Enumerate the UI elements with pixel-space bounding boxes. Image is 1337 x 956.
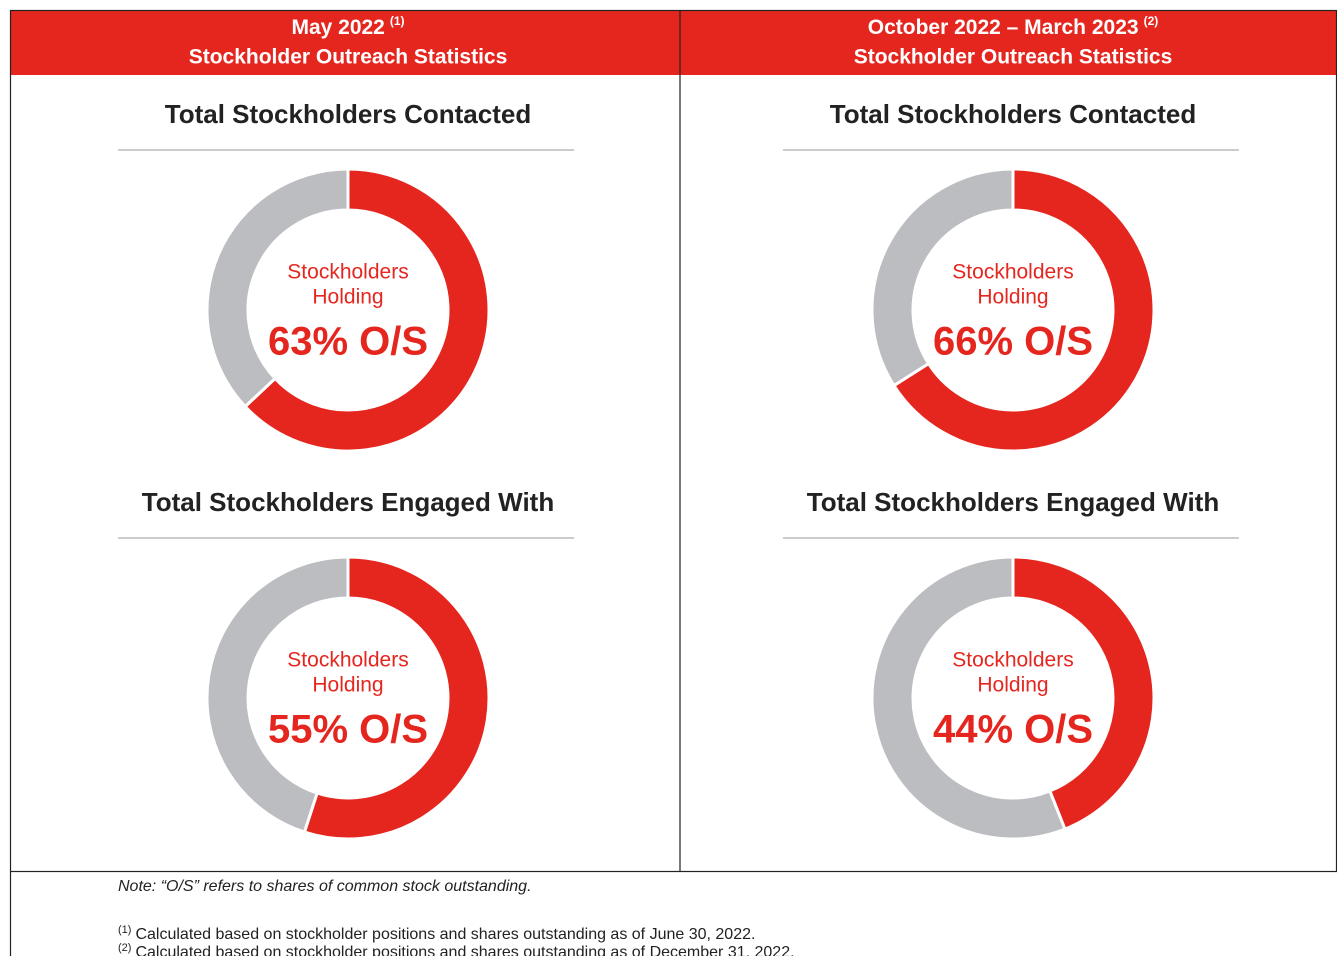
center-label: Stockholders xyxy=(952,649,1073,672)
value-label: 55% O/S xyxy=(268,708,428,752)
donut-segment xyxy=(870,167,1015,388)
footnote-text: Calculated based on stockholder position… xyxy=(135,944,794,956)
note: Note: “O/S” refers to shares of common s… xyxy=(118,878,532,895)
donut-segment xyxy=(205,555,350,834)
center-label: Stockholders xyxy=(287,261,408,284)
header-note-ref: (1) xyxy=(390,14,405,28)
donut-segment xyxy=(302,555,491,841)
header-title-text: May 2022 xyxy=(291,16,384,39)
chart-title: Total Stockholders Contacted xyxy=(165,99,531,129)
header-subtitle: Stockholder Outreach Statistics xyxy=(854,46,1173,69)
donut-segment xyxy=(205,167,350,409)
header-title-text: October 2022 – March 2023 xyxy=(868,16,1139,39)
value-label: 44% O/S xyxy=(933,708,1093,752)
chart-title: Total Stockholders Engaged With xyxy=(142,487,554,517)
footnote: (2) Calculated based on stockholder posit… xyxy=(118,942,795,956)
value-label: 66% O/S xyxy=(933,320,1093,364)
chart-title: Total Stockholders Engaged With xyxy=(807,487,1219,517)
donut-segment xyxy=(870,555,1067,841)
footnote-marker: (1) xyxy=(118,924,131,936)
center-label: Stockholders xyxy=(287,649,408,672)
donut-segment xyxy=(1011,555,1156,832)
footnote-marker: (2) xyxy=(118,942,131,954)
donut-segment xyxy=(891,167,1156,453)
header-subtitle: Stockholder Outreach Statistics xyxy=(189,46,508,69)
header-note-ref: (2) xyxy=(1144,14,1159,28)
center-label: Holding xyxy=(312,286,383,309)
center-label: Holding xyxy=(977,286,1048,309)
footnote: (1) Calculated based on stockholder posit… xyxy=(118,924,755,943)
header-title: May 2022 (1) xyxy=(291,14,404,38)
center-label: Holding xyxy=(977,674,1048,697)
value-label: 63% O/S xyxy=(268,320,428,364)
header-title: October 2022 – March 2023 (2) xyxy=(868,14,1159,38)
donut-segment xyxy=(243,167,491,453)
center-label: Stockholders xyxy=(952,261,1073,284)
header-bar xyxy=(10,10,1337,75)
center-label: Holding xyxy=(312,674,383,697)
chart-title: Total Stockholders Contacted xyxy=(830,99,1196,129)
footnote-text: Calculated based on stockholder position… xyxy=(135,926,755,943)
